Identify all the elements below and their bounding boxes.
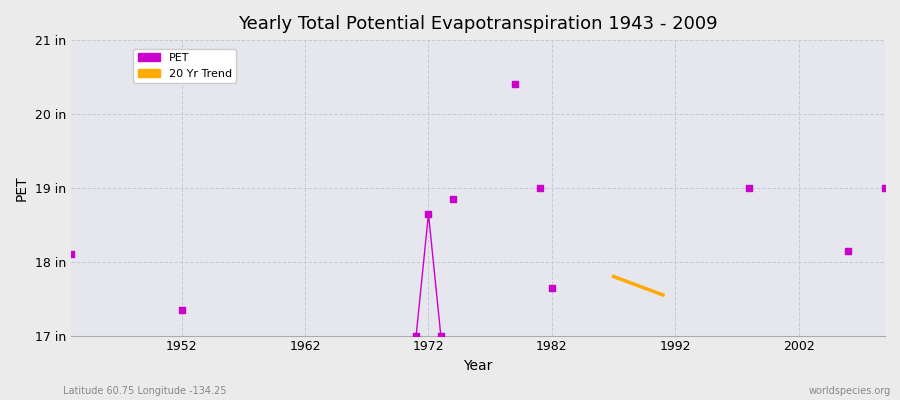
Point <box>64 251 78 258</box>
X-axis label: Year: Year <box>464 359 492 373</box>
Point <box>544 284 559 291</box>
Y-axis label: PET: PET <box>15 175 29 201</box>
Point <box>434 332 448 339</box>
Text: Latitude 60.75 Longitude -134.25: Latitude 60.75 Longitude -134.25 <box>63 386 227 396</box>
Point <box>421 210 436 217</box>
Legend: PET, 20 Yr Trend: PET, 20 Yr Trend <box>133 49 237 83</box>
Point <box>508 81 522 88</box>
Point <box>446 196 461 202</box>
Title: Yearly Total Potential Evapotranspiration 1943 - 2009: Yearly Total Potential Evapotranspiratio… <box>238 15 717 33</box>
Point <box>175 306 189 313</box>
Point <box>841 248 855 254</box>
Point <box>878 185 892 191</box>
Point <box>409 332 423 339</box>
Text: worldspecies.org: worldspecies.org <box>809 386 891 396</box>
Point <box>742 185 757 191</box>
Point <box>532 185 546 191</box>
